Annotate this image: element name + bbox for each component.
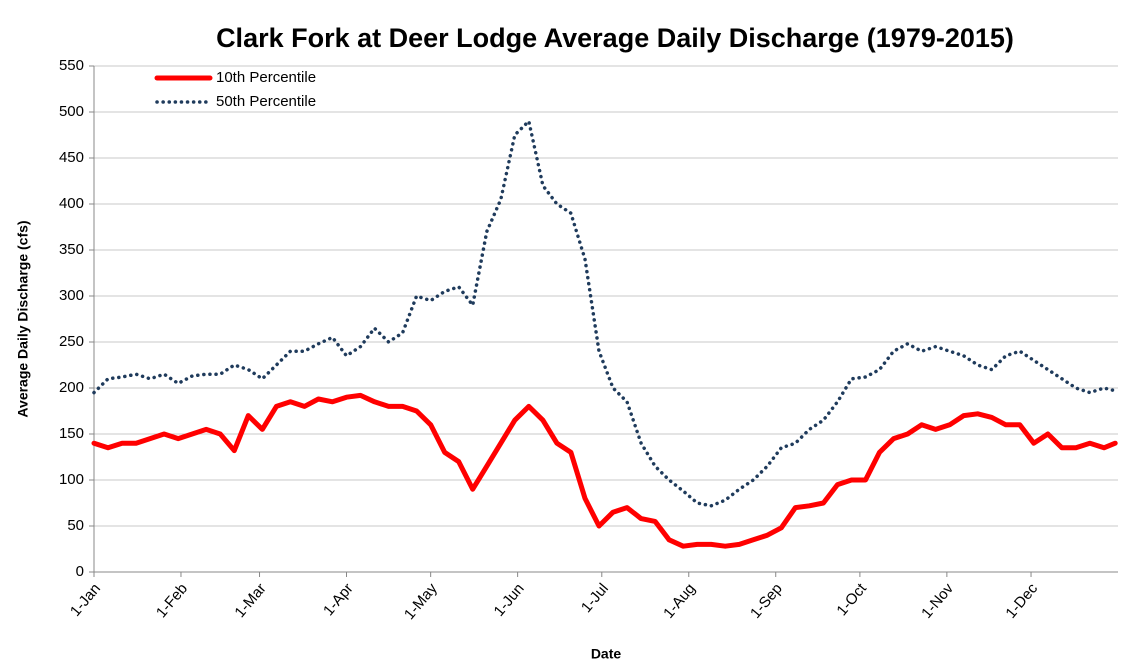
x-tick-label: 1-Feb — [153, 580, 191, 621]
y-tick-label: 500 — [59, 103, 84, 120]
x-tick-label: 1-Sep — [747, 580, 786, 622]
x-axis-title: Date — [591, 646, 622, 662]
y-tick-label: 350 — [59, 241, 84, 258]
y-tick-label: 150 — [59, 425, 84, 442]
chart-title: Clark Fork at Deer Lodge Average Daily D… — [216, 23, 1014, 53]
y-tick-label: 200 — [59, 379, 84, 396]
legend-label: 10th Percentile — [216, 69, 316, 86]
series-line — [92, 119, 1117, 508]
y-tick-label: 450 — [59, 149, 84, 166]
x-tick-label: 1-Aug — [660, 580, 699, 622]
series-line — [91, 392, 1118, 549]
y-tick-label: 0 — [76, 563, 84, 580]
y-tick-label: 50 — [67, 517, 84, 534]
x-tick-label: 1-Dec — [1002, 580, 1041, 622]
y-axis-title: Average Daily Discharge (cfs) — [15, 220, 31, 417]
legend-label: 50th Percentile — [216, 93, 316, 110]
y-tick-label: 250 — [59, 333, 84, 350]
x-tick-label: 1-Jun — [491, 580, 528, 620]
x-tick-label: 1-Apr — [320, 580, 357, 619]
y-tick-label: 100 — [59, 471, 84, 488]
y-tick-label: 550 — [59, 57, 84, 74]
y-tick-label: 300 — [59, 287, 84, 304]
x-tick-label: 1-Mar — [231, 580, 269, 621]
x-tick-label: 1-Nov — [918, 580, 957, 622]
y-tick-label: 400 — [59, 195, 84, 212]
x-tick-label: 1-Jan — [67, 580, 104, 620]
x-tick-label: 1-Oct — [833, 580, 870, 620]
x-tick-label: 1-Jul — [578, 580, 612, 616]
x-tick-label: 1-May — [401, 580, 441, 623]
